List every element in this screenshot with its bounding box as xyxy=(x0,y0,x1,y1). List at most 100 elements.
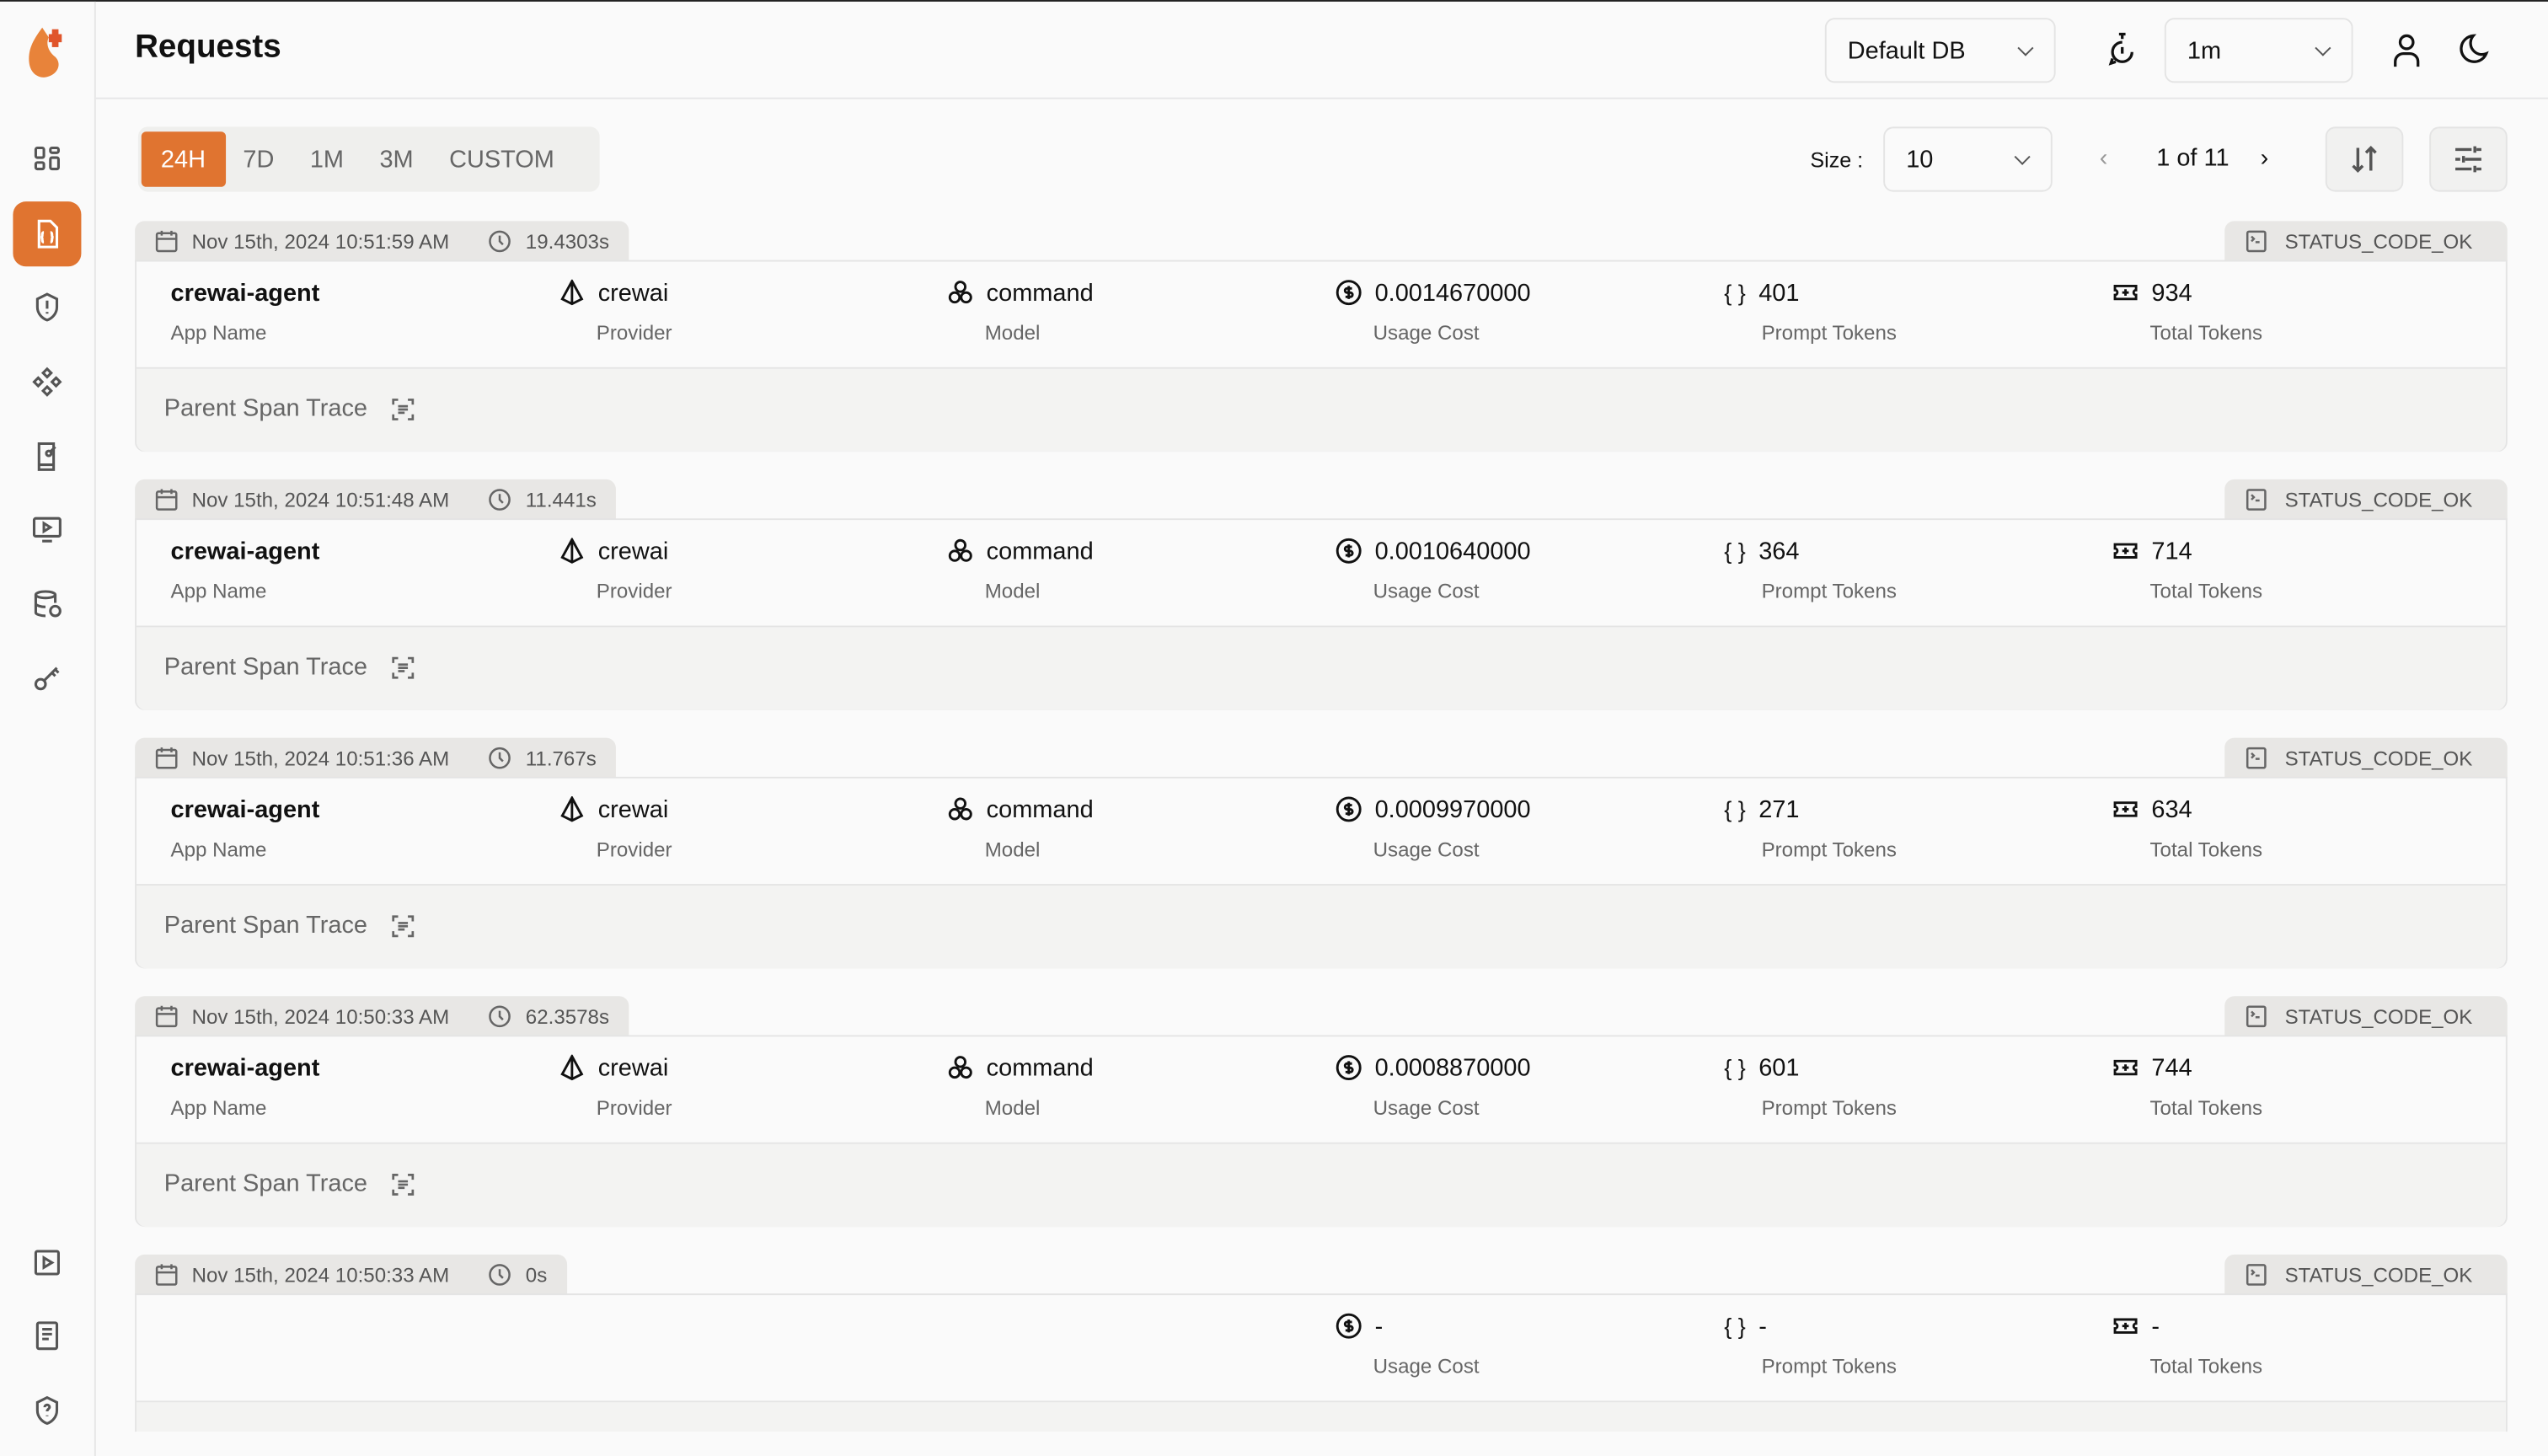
request-card[interactable]: Nov 15th, 2024 10:51:48 AM 11.441s STATU… xyxy=(135,479,2508,710)
status-code: STATUS_CODE_OK xyxy=(2284,747,2473,770)
status-code: STATUS_CODE_OK xyxy=(2284,1004,2473,1028)
sidebar-item-vault[interactable] xyxy=(13,645,81,710)
prev-page-button[interactable]: ‹ xyxy=(2099,144,2108,173)
request-card[interactable]: Nov 15th, 2024 10:50:33 AM 62.3578s STAT… xyxy=(135,996,2508,1228)
app-name-label: App Name xyxy=(170,321,267,345)
parent-span-trace[interactable]: Parent Span Trace xyxy=(164,912,416,939)
model-boxes-icon xyxy=(948,281,972,304)
parent-span-label: Parent Span Trace xyxy=(164,1428,367,1432)
request-fields: crewai-agent App Name crewai Provider comm… xyxy=(136,1036,2506,1144)
usage-cost-label: Usage Cost xyxy=(1373,580,1480,603)
provider-value: crewai xyxy=(597,795,669,823)
field-usage-cost: 0.0009970000 Usage Cost xyxy=(1336,793,1531,862)
provider-value: crewai xyxy=(597,1053,669,1082)
parent-span-row xyxy=(136,1143,2506,1228)
sidebar-item-exceptions[interactable] xyxy=(13,275,81,340)
status-badge: STATUS_CODE_OK xyxy=(2224,221,2508,262)
braces-icon: { } xyxy=(1724,279,1746,306)
total-tokens-value: 634 xyxy=(2151,795,2192,823)
model-value: command xyxy=(986,795,1094,823)
field-model: command Model xyxy=(947,1052,1094,1120)
docs-icon xyxy=(35,1321,59,1351)
dollar-icon xyxy=(1336,280,1362,306)
usage-cost-label: Usage Cost xyxy=(1373,321,1480,345)
sort-button[interactable] xyxy=(2325,126,2404,192)
parent-span-label: Parent Span Trace xyxy=(163,911,368,939)
sliders-icon xyxy=(2455,146,2481,173)
scan-text-icon xyxy=(392,1173,415,1195)
request-meta-tab: Nov 15th, 2024 10:51:59 AM 19.4303s xyxy=(135,221,629,262)
usage-cost-value: 0.0010640000 xyxy=(1374,537,1531,565)
total-tokens-label: Total Tokens xyxy=(2149,580,2263,603)
request-timestamp: Nov 15th, 2024 10:51:36 AM xyxy=(191,747,450,770)
provider-label: Provider xyxy=(596,838,672,862)
prompt-tokens-value: 601 xyxy=(1758,1053,1800,1082)
prompt-hub-icon xyxy=(32,367,62,397)
request-duration: 11.441s xyxy=(525,488,597,511)
model-boxes-icon xyxy=(948,538,972,562)
sidebar-item-database-config[interactable] xyxy=(13,572,81,637)
filter-settings-button[interactable] xyxy=(2429,126,2508,192)
tab-24h[interactable]: 24H xyxy=(141,131,226,187)
parent-span-trace[interactable]: Parent Span Trace xyxy=(163,394,416,423)
page-size-select[interactable]: 10 xyxy=(1883,126,2053,192)
dashboard-icon xyxy=(34,146,60,171)
sidebar-item-requests[interactable] xyxy=(13,201,82,267)
tab-3m[interactable]: 3M xyxy=(379,145,414,174)
parent-span-trace[interactable]: Parent Span Trace xyxy=(164,1428,416,1432)
tab-custom[interactable]: CUSTOM xyxy=(449,145,554,174)
model-label: Model xyxy=(984,838,1041,862)
refresh-interval-select[interactable]: 1m xyxy=(2164,18,2353,83)
sidebar-item-help[interactable] xyxy=(13,1378,81,1443)
next-page-button[interactable]: › xyxy=(2260,144,2269,173)
tab-7d[interactable]: 7D xyxy=(243,145,275,174)
user-icon[interactable] xyxy=(2387,31,2426,70)
time-range-tabs: 24H 7D 1M 3M CUSTOM xyxy=(137,126,600,192)
request-card[interactable]: Nov 15th, 2024 10:51:36 AM 11.767s STATU… xyxy=(135,737,2508,969)
sidebar-item-prompt-hub[interactable] xyxy=(13,350,81,415)
parent-span-trace[interactable]: Parent Span Trace xyxy=(164,1170,416,1197)
database-select[interactable]: Default DB xyxy=(1824,18,2056,83)
field-provider: crewai Provider xyxy=(559,534,672,602)
model-value: command xyxy=(986,278,1094,307)
database-select-value: Default DB xyxy=(1847,36,1966,65)
provider-icon xyxy=(560,795,584,822)
field-prompt-tokens: { } 271 Prompt Tokens xyxy=(1724,793,1897,861)
request-list[interactable]: Nov 15th, 2024 10:51:59 AM 19.4303s STAT… xyxy=(135,221,2509,1432)
tab-1m[interactable]: 1M xyxy=(309,145,345,174)
page-title: Requests xyxy=(135,29,281,66)
sidebar-item-playground[interactable] xyxy=(13,497,81,562)
request-duration: 11.767s xyxy=(525,747,597,770)
ticket-plus-icon xyxy=(2113,1318,2138,1334)
sidebar-item-docs[interactable] xyxy=(13,1303,81,1368)
field-app-name: crewai-agent App Name xyxy=(170,1052,319,1120)
request-duration: 62.3578s xyxy=(525,1004,610,1028)
dark-mode-moon-icon[interactable] xyxy=(2454,31,2492,70)
usage-cost-label: Usage Cost xyxy=(1373,838,1480,862)
dollar-icon xyxy=(1336,1055,1362,1081)
parent-span-label: Parent Span Trace xyxy=(163,394,368,423)
ticket-plus-icon xyxy=(2113,543,2138,559)
sidebar-item-video[interactable] xyxy=(13,1230,81,1295)
request-card[interactable]: Nov 15th, 2024 10:50:33 AM 0s STATUS_COD… xyxy=(135,1254,2508,1432)
usage-cost-value: 0.0009970000 xyxy=(1374,795,1531,823)
request-meta-tab: Nov 15th, 2024 10:51:48 AM 11.441s xyxy=(135,479,616,521)
field-prompt-tokens: { } - Prompt Tokens xyxy=(1724,1309,1897,1378)
usage-cost-value: 0.0014670000 xyxy=(1374,278,1531,307)
refresh-timer-icon xyxy=(2103,31,2142,70)
sidebar-item-evaluation[interactable] xyxy=(13,424,81,489)
chevron-down-icon xyxy=(2014,148,2031,165)
openlit-logo[interactable] xyxy=(26,24,68,80)
parent-span-trace[interactable]: Parent Span Trace xyxy=(164,653,416,681)
parent-span-row xyxy=(136,886,2506,969)
parent-span-label: Parent Span Trace xyxy=(163,653,368,682)
terminal-icon xyxy=(2246,1005,2267,1028)
sidebar-item-dashboard[interactable] xyxy=(13,126,81,191)
request-duration: 19.4303s xyxy=(525,229,610,253)
provider-label: Provider xyxy=(596,580,672,603)
total-tokens-value: 934 xyxy=(2151,278,2192,307)
request-card[interactable]: Nov 15th, 2024 10:51:59 AM 19.4303s STAT… xyxy=(135,221,2508,452)
field-total-tokens: 744 Total Tokens xyxy=(2112,1052,2262,1120)
model-value: command xyxy=(986,1053,1094,1082)
request-fields: App Name Provider Model -Usage Cost { }-… xyxy=(136,1295,2506,1403)
